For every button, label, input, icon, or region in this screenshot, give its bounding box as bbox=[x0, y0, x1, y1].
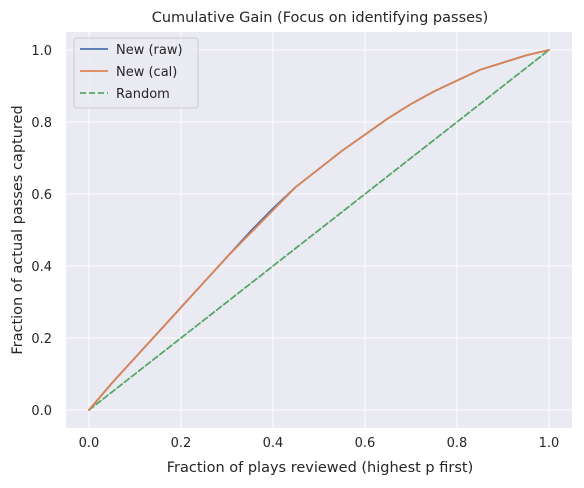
x-tick-label: 0.8 bbox=[447, 436, 468, 451]
series-line-new-cal bbox=[88, 49, 550, 411]
legend-label-raw: New (raw) bbox=[116, 43, 183, 58]
tick-labels: 0.0 0.2 0.4 0.6 0.8 1.0 0.0 0.2 0.4 0.6 0.8 1.0 bbox=[31, 44, 559, 451]
y-tick-label: 0.2 bbox=[31, 332, 52, 347]
series-lines bbox=[88, 49, 550, 411]
y-tick-label: 0.4 bbox=[31, 260, 52, 275]
y-tick-label: 0.8 bbox=[31, 116, 52, 131]
y-tick-label: 1.0 bbox=[31, 44, 52, 59]
y-tick-label: 0.6 bbox=[31, 188, 52, 203]
legend-label-random: Random bbox=[116, 87, 170, 102]
legend-box bbox=[73, 37, 199, 109]
series-line-random bbox=[88, 49, 550, 411]
chart-title: Cumulative Gain (Focus on identifying pa… bbox=[152, 10, 489, 26]
x-tick-label: 1.0 bbox=[539, 436, 560, 451]
x-tick-label: 0.2 bbox=[171, 436, 192, 451]
grid-lines bbox=[66, 32, 572, 428]
y-axis-label: Fraction of actual passes captured bbox=[10, 105, 26, 354]
legend: New (raw) New (cal) Random bbox=[73, 37, 199, 109]
x-tick-label: 0.0 bbox=[79, 436, 100, 451]
x-tick-label: 0.4 bbox=[263, 436, 284, 451]
x-tick-label: 0.6 bbox=[355, 436, 376, 451]
x-axis-label: Fraction of plays reviewed (highest p fi… bbox=[167, 460, 473, 476]
legend-label-cal: New (cal) bbox=[116, 65, 177, 80]
y-tick-label: 0.0 bbox=[31, 404, 52, 419]
